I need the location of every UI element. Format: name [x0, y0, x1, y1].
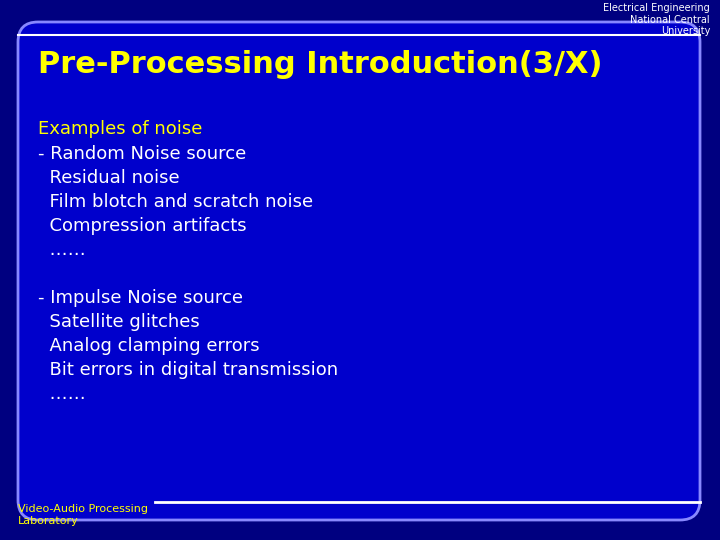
- Text: ……: ……: [38, 385, 86, 403]
- Text: - Impulse Noise source: - Impulse Noise source: [38, 289, 243, 307]
- Text: Pre-Processing Introduction(3/X): Pre-Processing Introduction(3/X): [38, 50, 603, 79]
- Text: - Random Noise source: - Random Noise source: [38, 145, 246, 163]
- Text: Film blotch and scratch noise: Film blotch and scratch noise: [38, 193, 313, 211]
- Text: Satellite glitches: Satellite glitches: [38, 313, 199, 331]
- Text: Examples of noise: Examples of noise: [38, 120, 202, 138]
- Text: Residual noise: Residual noise: [38, 169, 179, 187]
- FancyBboxPatch shape: [18, 22, 700, 520]
- Text: ……: ……: [38, 241, 86, 259]
- Text: Electrical Engineering
National Central
University: Electrical Engineering National Central …: [603, 3, 710, 36]
- Text: Bit errors in digital transmission: Bit errors in digital transmission: [38, 361, 338, 379]
- Text: Video-Audio Processing
Laboratory: Video-Audio Processing Laboratory: [18, 504, 148, 525]
- Text: Analog clamping errors: Analog clamping errors: [38, 337, 260, 355]
- Text: Compression artifacts: Compression artifacts: [38, 217, 247, 235]
